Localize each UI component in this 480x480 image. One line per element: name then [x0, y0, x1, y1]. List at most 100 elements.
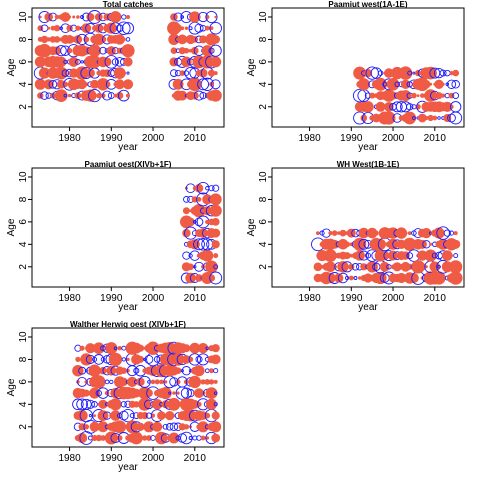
positive-residual-bubble [81, 23, 92, 34]
positive-residual-bubble [189, 239, 200, 250]
x-tick-label: 1980 [298, 293, 321, 304]
y-tick-label: 2 [18, 264, 29, 270]
panel-1: 1980 1990 2000 2010 2 4 6 8 10 Total catches year A… [6, 0, 225, 153]
negative-residual-bubble [412, 116, 416, 120]
x-tick-label: 2010 [184, 293, 207, 304]
bubble-series [33, 10, 222, 103]
y-tick-label: 10 [18, 331, 29, 343]
positive-residual-bubble [411, 92, 417, 99]
negative-residual-bubble [40, 91, 49, 100]
positive-residual-bubble [180, 26, 185, 31]
positive-residual-bubble [191, 46, 199, 55]
negative-residual-bubble [144, 354, 154, 364]
x-tick-label: 2010 [424, 133, 447, 144]
negative-residual-bubble [115, 24, 124, 33]
negative-residual-bubble [208, 47, 215, 54]
y-axis-label: Age [246, 218, 257, 236]
positive-residual-bubble [449, 260, 463, 274]
positive-residual-bubble [97, 421, 109, 433]
negative-residual-bubble [209, 271, 223, 285]
x-tick-label: 1980 [58, 133, 81, 144]
positive-residual-bubble [337, 261, 349, 273]
negative-residual-bubble [213, 264, 219, 270]
negative-residual-bubble [169, 422, 179, 432]
positive-residual-bubble [127, 376, 138, 388]
positive-residual-bubble [169, 57, 179, 67]
negative-residual-bubble [113, 346, 118, 350]
y-tick-label: 6 [18, 59, 29, 65]
plot-frame [271, 167, 465, 288]
positive-residual-bubble [210, 354, 221, 365]
x-tick-label: 2010 [424, 293, 447, 304]
negative-residual-bubble [109, 379, 114, 385]
positive-residual-bubble [122, 425, 126, 429]
negative-residual-bubble [412, 71, 416, 75]
positive-residual-bubble [122, 79, 134, 90]
negative-residual-bubble [391, 101, 403, 113]
positive-residual-bubble [204, 412, 211, 419]
negative-residual-bubble [213, 402, 218, 407]
positive-residual-bubble [83, 424, 90, 430]
positive-residual-bubble [358, 276, 362, 280]
positive-residual-bubble [120, 367, 128, 374]
positive-residual-bubble [211, 35, 220, 44]
y-tick-label: 8 [258, 36, 269, 42]
positive-residual-bubble [211, 228, 221, 238]
positive-residual-bubble [145, 435, 152, 441]
negative-residual-bubble [205, 10, 218, 24]
bubble-series [179, 181, 223, 285]
y-axis-label: Age [6, 218, 17, 236]
positive-residual-bubble [138, 435, 143, 440]
positive-residual-bubble [68, 15, 72, 19]
y-axis-label: Age [6, 58, 17, 76]
x-tick-label: 2000 [382, 293, 405, 304]
positive-residual-bubble [170, 47, 178, 55]
negative-residual-bubble [352, 88, 367, 103]
positive-residual-bubble [121, 70, 127, 76]
positive-residual-bubble [126, 15, 131, 20]
negative-residual-bubble [407, 70, 413, 76]
positive-residual-bubble [211, 240, 220, 249]
panel-title: Walther Herwig oest (XIVb+1F) [70, 320, 186, 329]
negative-residual-bubble [85, 354, 95, 364]
positive-residual-bubble [72, 15, 76, 19]
negative-residual-bubble [365, 252, 371, 259]
positive-residual-bubble [448, 271, 463, 285]
negative-residual-bubble [197, 78, 210, 91]
negative-residual-bubble [75, 59, 81, 65]
positive-residual-bubble [53, 36, 61, 43]
negative-residual-bubble [180, 387, 192, 399]
positive-residual-bubble [73, 35, 83, 44]
positive-residual-bubble [99, 36, 107, 43]
positive-residual-bubble [432, 115, 438, 121]
positive-residual-bubble [181, 83, 184, 86]
negative-residual-bubble [170, 69, 178, 77]
panel-5: 1980 1990 2000 2010 2 4 6 8 10 Walther Herwig oes… [6, 320, 225, 473]
y-tick-label: 8 [18, 36, 29, 42]
positive-residual-bubble [168, 432, 180, 444]
negative-residual-bubble [181, 366, 192, 376]
positive-residual-bubble [441, 93, 446, 98]
positive-residual-bubble [54, 89, 68, 102]
panel-title: Total catches [103, 0, 154, 9]
positive-residual-bubble [121, 37, 126, 42]
positive-residual-bubble [194, 183, 204, 193]
positive-residual-bubble [210, 56, 222, 68]
negative-residual-bubble [406, 252, 414, 259]
negative-residual-bubble [165, 423, 174, 431]
positive-residual-bubble [117, 346, 122, 351]
negative-residual-bubble [451, 80, 460, 89]
y-tick-label: 8 [258, 196, 269, 202]
y-tick-label: 10 [18, 11, 29, 23]
positive-residual-bubble [201, 369, 205, 373]
y-axis-label: Age [6, 378, 17, 396]
y-axis-label: Age [246, 58, 257, 76]
negative-residual-bubble [358, 250, 369, 261]
negative-residual-bubble [358, 238, 370, 250]
positive-residual-bubble [75, 25, 81, 31]
positive-residual-bubble [422, 80, 431, 89]
positive-residual-bubble [154, 379, 160, 385]
x-tick-label: 2010 [184, 453, 207, 464]
negative-residual-bubble [357, 89, 371, 102]
positive-residual-bubble [370, 105, 374, 109]
